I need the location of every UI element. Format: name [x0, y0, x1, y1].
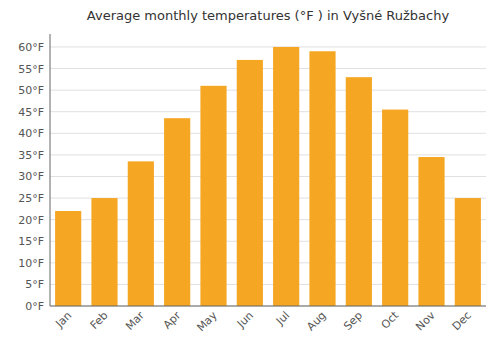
bar — [346, 77, 372, 306]
x-axis — [50, 306, 486, 307]
x-tick-label: Jul — [273, 309, 292, 328]
chart-container: Average monthly temperatures (°F ) in Vy… — [0, 0, 500, 350]
x-tick-label: Feb — [88, 309, 111, 332]
x-tick-label: Oct — [379, 308, 402, 331]
bar — [273, 47, 299, 306]
x-tick-label: Jan — [52, 309, 74, 331]
x-tick-label: Apr — [161, 309, 184, 332]
bar — [382, 110, 408, 306]
y-tick-label: 0°F — [25, 300, 44, 313]
y-tick-label: 40°F — [18, 127, 44, 140]
y-tick-label: 50°F — [18, 84, 44, 97]
x-tick-label: Nov — [413, 309, 438, 334]
bar — [91, 198, 117, 306]
bar — [164, 118, 190, 306]
title: Average monthly temperatures (°F ) in Vy… — [87, 8, 450, 23]
grid-line — [50, 46, 486, 47]
y-tick-label: 15°F — [18, 235, 44, 248]
y-tick-label: 25°F — [18, 192, 44, 205]
y-tick-label: 60°F — [18, 41, 44, 54]
grid-line — [50, 111, 486, 112]
y-tick-label: 5°F — [25, 278, 44, 291]
bar — [55, 211, 81, 306]
x-tick-label: Aug — [304, 309, 328, 333]
grid-line — [50, 154, 486, 155]
x-tick-label: May — [194, 309, 220, 335]
x-tick-label: Sep — [341, 309, 365, 333]
y-tick-label: 10°F — [18, 257, 44, 270]
grid-line — [50, 90, 486, 91]
x-tick-label: Dec — [450, 309, 474, 333]
grid — [50, 47, 486, 306]
bar — [418, 157, 444, 306]
bar — [200, 86, 226, 306]
bars — [55, 47, 481, 306]
y-tick-label: 20°F — [18, 214, 44, 227]
y-tick-label: 35°F — [18, 149, 44, 162]
y-tick-label: 45°F — [18, 106, 44, 119]
x-tick-label: Mar — [123, 309, 147, 333]
y-axis — [50, 34, 51, 306]
grid-line — [50, 133, 486, 134]
grid-line — [50, 306, 486, 307]
bar — [309, 51, 335, 306]
bar — [237, 60, 263, 306]
grid-line — [50, 68, 486, 69]
y-tick-label: 55°F — [18, 63, 44, 76]
y-tick-label: 30°F — [18, 170, 44, 183]
chart: Average monthly temperatures (°F ) in Vy… — [0, 0, 500, 350]
bar — [128, 161, 154, 306]
x-tick-label: Jun — [234, 309, 256, 331]
bar — [455, 198, 481, 306]
